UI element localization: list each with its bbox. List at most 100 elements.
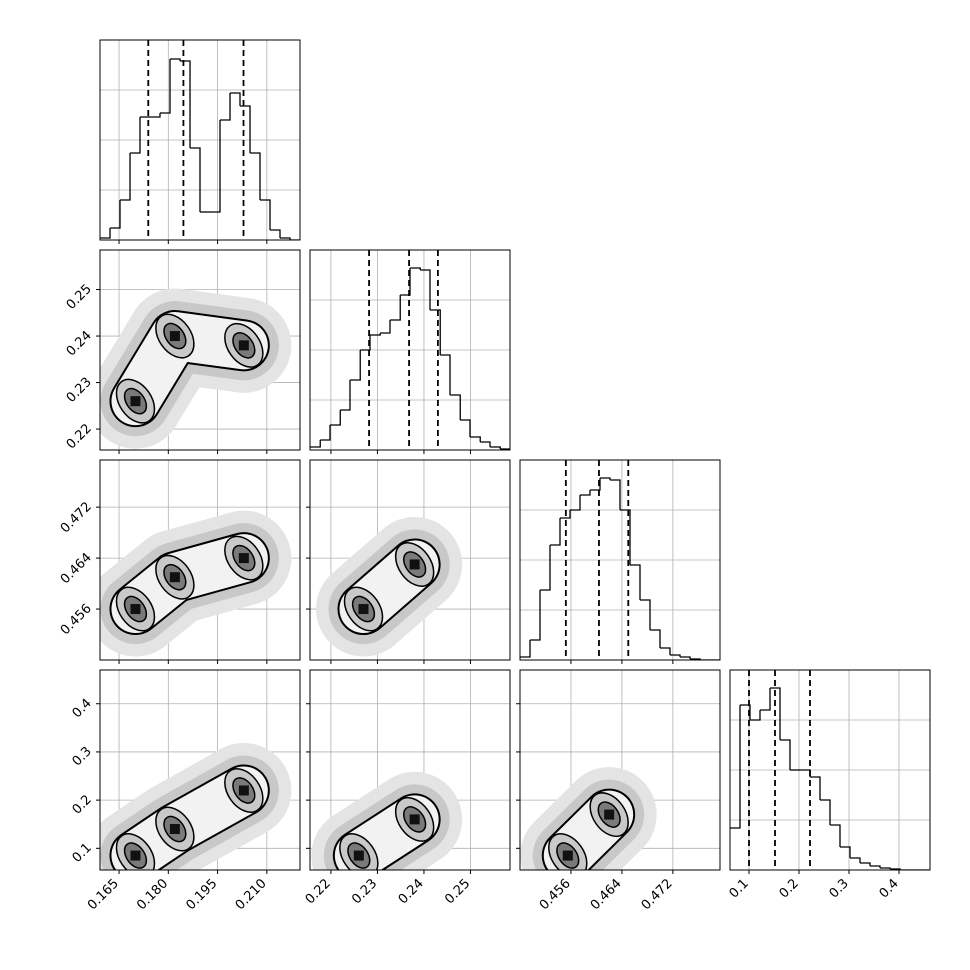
hist-bin bbox=[750, 710, 761, 721]
plot-area bbox=[520, 460, 720, 660]
hist-bin bbox=[490, 446, 501, 449]
hist-bin bbox=[540, 545, 551, 591]
y-tick-label: 0.23 bbox=[64, 375, 95, 406]
plot-area bbox=[100, 40, 300, 240]
hist-bin bbox=[380, 320, 391, 334]
hist-bin bbox=[820, 799, 831, 825]
y-tick-label: 0.472 bbox=[58, 499, 95, 536]
panel-frame bbox=[309, 669, 511, 871]
panel: 0.22 0.23 0.24 0.25 bbox=[303, 669, 511, 907]
hist-bin bbox=[410, 267, 421, 270]
panel bbox=[309, 249, 511, 454]
hist-bin bbox=[620, 509, 631, 565]
hist-bin bbox=[530, 590, 541, 641]
hist-bin bbox=[730, 705, 741, 829]
y-tick-label: 0.2 bbox=[70, 792, 95, 817]
hist-bin bbox=[560, 510, 571, 519]
hist-bin bbox=[280, 237, 291, 240]
x-tick-label: 0.23 bbox=[349, 876, 380, 907]
hist-bin bbox=[740, 704, 751, 720]
hist-bin bbox=[340, 380, 351, 411]
panel-frame bbox=[99, 459, 301, 661]
y-tick-label: 0.4 bbox=[70, 696, 95, 721]
density-peak bbox=[130, 850, 141, 861]
hist-bin bbox=[830, 824, 841, 847]
hist-bin bbox=[850, 857, 861, 863]
density-peak bbox=[353, 850, 364, 861]
hist-bin bbox=[310, 440, 321, 448]
x-tick-label: 0.3 bbox=[827, 876, 852, 901]
panel-frame bbox=[519, 669, 721, 871]
y-tick-label: 0.3 bbox=[70, 744, 95, 769]
density-peak bbox=[409, 559, 420, 570]
hist-bin bbox=[180, 60, 191, 148]
x-tick-label: 0.24 bbox=[396, 876, 427, 907]
y-tick-label: 0.1 bbox=[70, 841, 95, 866]
panel: 0.165 0.180 0.195 0.210 0.1 0.2 0.3 0.4 bbox=[70, 669, 301, 913]
hist-bin bbox=[130, 117, 141, 154]
y-tick-label: 0.456 bbox=[58, 601, 95, 638]
hist-bin bbox=[220, 93, 231, 121]
y-tick-label: 0.25 bbox=[64, 282, 95, 313]
hist-bin bbox=[270, 229, 281, 238]
hist-bin bbox=[230, 92, 241, 106]
hist-bin bbox=[390, 295, 401, 321]
hist-bin bbox=[330, 410, 341, 426]
hist-bin bbox=[370, 333, 381, 336]
panel: 0.456 0.464 0.472 bbox=[58, 459, 301, 664]
panel: 0.1 0.2 0.3 0.4 bbox=[727, 669, 931, 901]
x-tick-label: 0.4 bbox=[877, 876, 902, 901]
density-peak bbox=[238, 340, 249, 351]
hist-bin bbox=[460, 419, 471, 437]
hist-bin bbox=[610, 479, 621, 510]
hist-bin bbox=[590, 478, 601, 491]
hist-bin bbox=[360, 335, 371, 351]
hist-bin bbox=[350, 350, 361, 381]
panel-frame bbox=[309, 459, 511, 661]
hist-bin bbox=[860, 862, 871, 866]
y-tick-label: 0.22 bbox=[64, 421, 95, 452]
density-peak bbox=[358, 604, 369, 615]
panel-frame bbox=[309, 249, 511, 451]
density-peak bbox=[562, 850, 573, 861]
hist-bin bbox=[780, 739, 791, 770]
density-peak bbox=[130, 396, 141, 407]
plot-area bbox=[100, 250, 300, 450]
density-peak bbox=[130, 604, 141, 615]
panel-frame bbox=[99, 669, 301, 871]
hist-bin bbox=[100, 228, 111, 239]
density-peak bbox=[238, 553, 249, 564]
hist-bin bbox=[630, 564, 641, 600]
hist-bin bbox=[240, 105, 251, 153]
hist-bin bbox=[110, 200, 121, 229]
hist-bin bbox=[190, 147, 201, 212]
x-tick-label: 0.180 bbox=[134, 876, 171, 913]
hist-bin bbox=[550, 518, 561, 546]
hist-bin bbox=[810, 776, 821, 800]
hist-bin bbox=[320, 425, 331, 441]
y-tick-label: 0.24 bbox=[64, 328, 95, 359]
hist-bin bbox=[420, 269, 431, 310]
hist-bin bbox=[580, 490, 591, 496]
hist-bin bbox=[670, 654, 681, 657]
hist-bin bbox=[600, 477, 611, 480]
panel bbox=[99, 39, 301, 244]
x-tick-label: 0.165 bbox=[85, 876, 122, 913]
hist-bin bbox=[650, 629, 661, 648]
panel-frame bbox=[99, 249, 301, 451]
x-tick-label: 0.2 bbox=[777, 876, 802, 901]
hist-bin bbox=[660, 647, 671, 655]
x-tick-label: 0.210 bbox=[233, 876, 270, 913]
density-peak bbox=[238, 785, 249, 796]
hist-bin bbox=[400, 268, 411, 296]
plot-area bbox=[310, 460, 510, 660]
hist-bin bbox=[840, 846, 851, 858]
hist-bin bbox=[770, 687, 781, 740]
y-tick-label: 0.464 bbox=[58, 550, 95, 587]
x-tick-label: 0.456 bbox=[537, 876, 574, 913]
plot-area bbox=[730, 670, 930, 870]
hist-bin bbox=[170, 58, 181, 61]
plot-area bbox=[520, 670, 720, 870]
hist-bin bbox=[640, 599, 651, 630]
